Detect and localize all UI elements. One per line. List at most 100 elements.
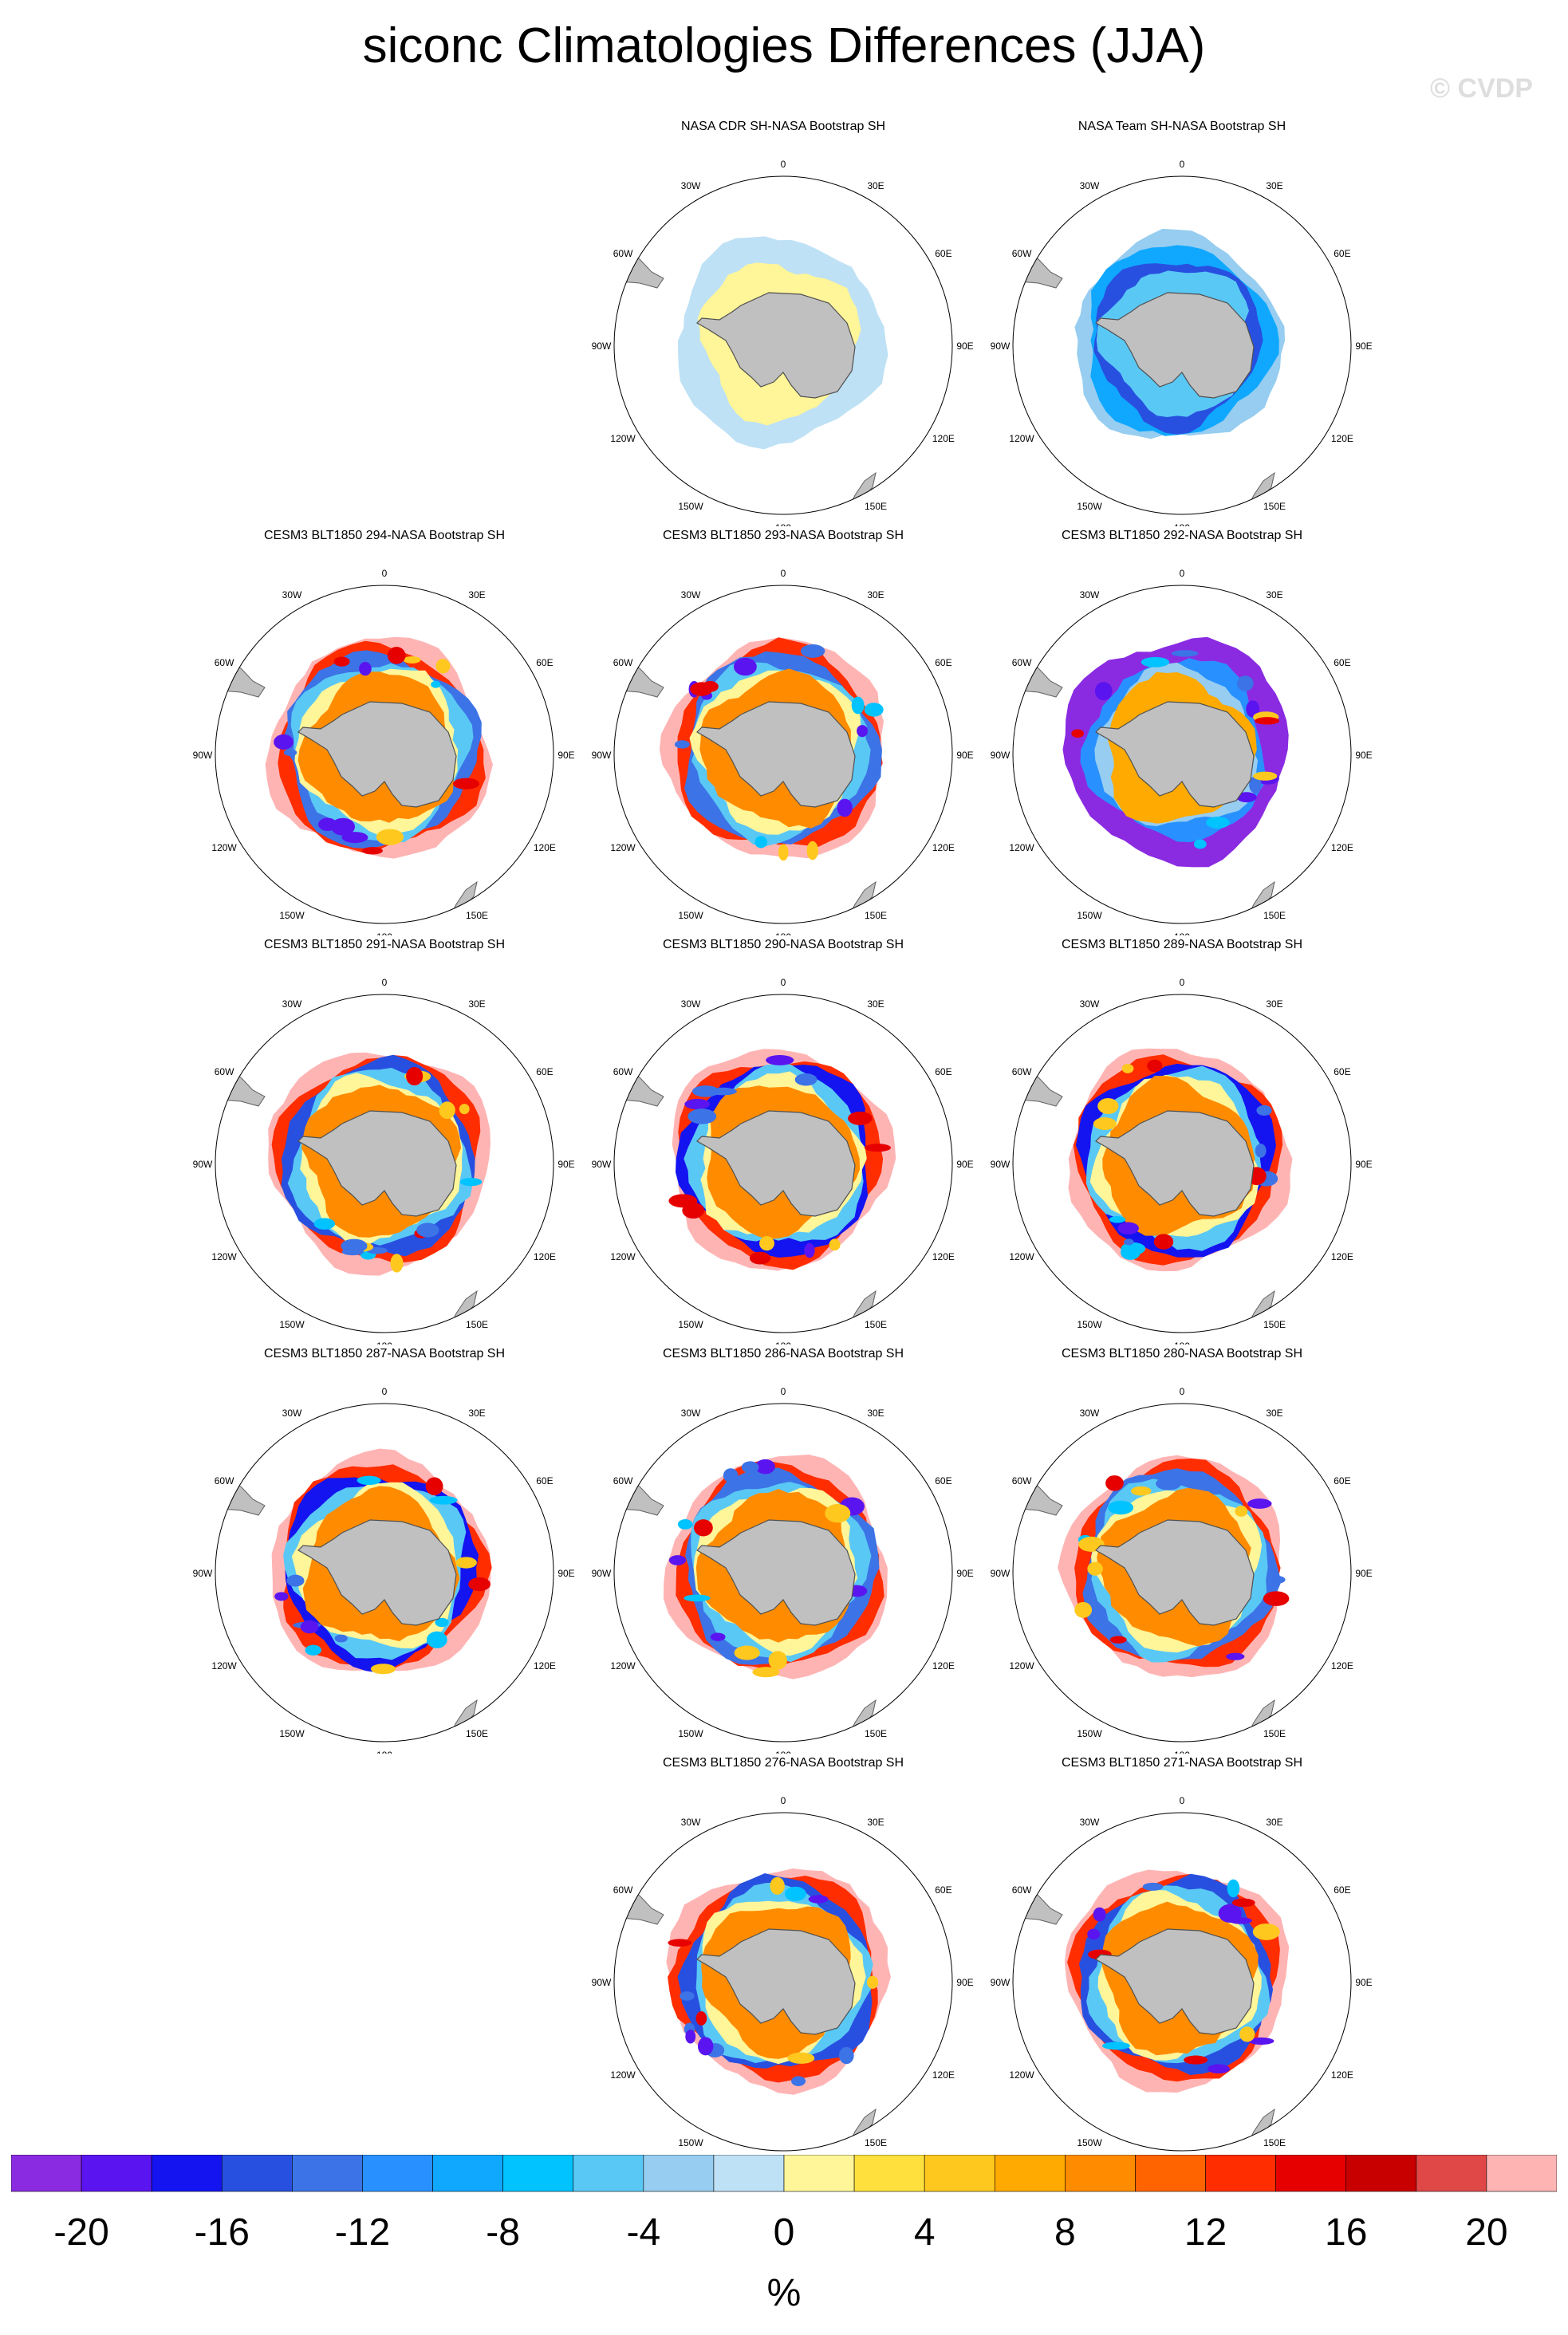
sea-ice-anomaly-patch bbox=[1263, 1591, 1290, 1606]
longitude-label: 60W bbox=[613, 248, 633, 259]
longitude-label: 180 bbox=[1174, 931, 1190, 935]
colorbar-swatch bbox=[573, 2155, 644, 2192]
longitude-label: 60E bbox=[1334, 1475, 1350, 1486]
map-boundary bbox=[613, 1403, 953, 1742]
sea-ice-anomaly-patch bbox=[1087, 1561, 1103, 1576]
longitude-label: 60E bbox=[536, 1066, 553, 1077]
longitude-label: 90W bbox=[592, 1159, 612, 1170]
colorbar-tick-label: -12 bbox=[334, 2211, 391, 2254]
longitude-label: 150W bbox=[279, 1728, 305, 1739]
longitude-label: 30E bbox=[468, 589, 485, 600]
longitude-label: 60E bbox=[935, 248, 951, 259]
sea-ice-anomaly-patch bbox=[708, 1087, 737, 1096]
longitude-label: 60W bbox=[1012, 248, 1032, 259]
colorbar-tick-label: 16 bbox=[1325, 2211, 1368, 2254]
polar-map: 0 30E 60E 90E 120E 150E 180 150W 120W 90W 60W 30W bbox=[193, 1386, 575, 1754]
longitude-label: 30E bbox=[1266, 1817, 1282, 1828]
sea-ice-anomaly-patch bbox=[794, 1073, 817, 1086]
longitude-label: 0 bbox=[382, 1386, 388, 1397]
sea-ice-anomaly-patch bbox=[791, 2076, 806, 2086]
sea-ice-anomaly-patch bbox=[1249, 776, 1262, 793]
longitude-label: 180 bbox=[775, 931, 791, 935]
colorbar-swatch bbox=[81, 2155, 152, 2192]
longitude-label: 30E bbox=[867, 180, 884, 191]
sea-ice-anomaly-patch bbox=[674, 740, 690, 749]
sea-ice-anomaly-patch bbox=[1117, 1222, 1139, 1234]
longitude-label: 120W bbox=[610, 2069, 636, 2081]
longitude-label: 150E bbox=[865, 2137, 887, 2148]
sea-ice-anomaly-patch bbox=[734, 657, 757, 676]
tasmania-land bbox=[1350, 2112, 1351, 2128]
longitude-label: 120W bbox=[610, 1251, 636, 1262]
map-boundary bbox=[613, 585, 953, 924]
sea-ice-anomaly-patch bbox=[1071, 729, 1084, 738]
longitude-label: 60W bbox=[215, 1066, 234, 1077]
map-boundary bbox=[613, 175, 953, 515]
polar-map: 0 30E 60E 90E 120E 150E 180 150W 120W 90W 60W 30W bbox=[991, 1386, 1373, 1754]
longitude-label: 90E bbox=[1355, 1568, 1372, 1579]
sea-ice-anomaly-patch bbox=[1121, 1064, 1134, 1073]
longitude-label: 120E bbox=[1331, 1251, 1353, 1262]
longitude-label: 30E bbox=[867, 589, 884, 600]
sea-ice-anomaly-patch bbox=[723, 1468, 739, 1483]
longitude-label: 150E bbox=[1263, 910, 1286, 921]
sea-ice-anomaly-patch bbox=[1226, 1652, 1245, 1660]
colorbar-swatch bbox=[362, 2155, 433, 2192]
sea-ice-anomaly-patch bbox=[406, 1066, 424, 1086]
colorbar-tick-label: 20 bbox=[1465, 2211, 1508, 2254]
longitude-label: 30E bbox=[867, 998, 884, 1010]
longitude-label: 0 bbox=[382, 977, 388, 988]
longitude-label: 60W bbox=[215, 657, 234, 668]
longitude-label: 0 bbox=[1180, 568, 1185, 579]
sea-ice-anomaly-patch bbox=[766, 1055, 794, 1065]
colorbar-tick-label: 4 bbox=[913, 2211, 936, 2254]
sea-ice-anomaly-patch bbox=[857, 725, 868, 738]
sea-ice-anomaly-patch bbox=[787, 2052, 815, 2064]
sea-ice-anomaly-patch bbox=[1142, 1882, 1164, 1891]
tasmania-land bbox=[951, 2112, 952, 2128]
polar-map: 0 30E 60E 90E 120E 150E 180 150W 120W 90W 60W 30W bbox=[193, 977, 575, 1345]
colorbar-units: % bbox=[766, 2272, 802, 2314]
colorbar-swatch bbox=[432, 2155, 503, 2192]
colorbar-swatch bbox=[1486, 2155, 1557, 2192]
sea-ice-anomaly-patch bbox=[837, 798, 853, 817]
sea-ice-anomaly-patch bbox=[1255, 717, 1280, 725]
map-panel: CESM3 BLT1850 293-NASA Bootstrap SH 0 30E 6… bbox=[584, 529, 983, 935]
sea-ice-anomaly-patch bbox=[468, 1577, 490, 1592]
longitude-label: 120E bbox=[932, 842, 955, 853]
panel-title: NASA Team SH-NASA Bootstrap SH bbox=[1078, 120, 1286, 133]
longitude-label: 150E bbox=[1263, 1319, 1286, 1330]
sea-ice-anomaly-patch bbox=[866, 1975, 879, 1989]
longitude-label: 150W bbox=[678, 501, 703, 512]
sea-ice-anomaly-patch bbox=[687, 1108, 717, 1124]
colorbar-swatch bbox=[924, 2155, 995, 2192]
sea-ice-anomaly-patch bbox=[361, 847, 383, 855]
map-boundary bbox=[215, 994, 554, 1333]
polar-map: 0 30E 60E 90E 120E 150E 180 150W 120W 90W 60W 30W bbox=[991, 159, 1373, 526]
longitude-label: 90E bbox=[557, 1568, 574, 1579]
sea-ice-anomaly-patch bbox=[390, 1254, 404, 1273]
longitude-label: 30E bbox=[1266, 1408, 1282, 1419]
colorbar-swatch bbox=[1275, 2155, 1347, 2192]
panel-title: NASA CDR SH-NASA Bootstrap SH bbox=[680, 120, 886, 133]
sea-ice-anomaly-patch bbox=[1255, 1144, 1267, 1158]
sea-ice-anomaly-patch bbox=[768, 1651, 787, 1670]
longitude-label: 60W bbox=[1012, 1884, 1032, 1896]
sea-ice-anomaly-patch bbox=[1109, 1215, 1126, 1223]
longitude-label: 60W bbox=[1012, 657, 1032, 668]
sea-ice-anomaly-patch bbox=[697, 2037, 714, 2056]
longitude-label: 30W bbox=[681, 1408, 701, 1419]
sea-ice-anomaly-patch bbox=[1248, 2037, 1274, 2046]
colorbar-swatch bbox=[643, 2155, 715, 2192]
colorbar-tick-label: -4 bbox=[626, 2211, 661, 2254]
longitude-label: 90E bbox=[1355, 1977, 1372, 1988]
longitude-label: 120W bbox=[610, 433, 636, 444]
longitude-label: 150W bbox=[678, 2137, 703, 2148]
longitude-label: 150W bbox=[1077, 2137, 1102, 2148]
sea-ice-anomaly-patch bbox=[333, 656, 350, 667]
sea-ice-anomaly-patch bbox=[770, 1876, 785, 1895]
longitude-label: 120E bbox=[1331, 433, 1353, 444]
longitude-label: 120W bbox=[211, 842, 237, 853]
longitude-label: 30W bbox=[282, 589, 302, 600]
sea-ice-anomaly-patch bbox=[1246, 700, 1260, 718]
